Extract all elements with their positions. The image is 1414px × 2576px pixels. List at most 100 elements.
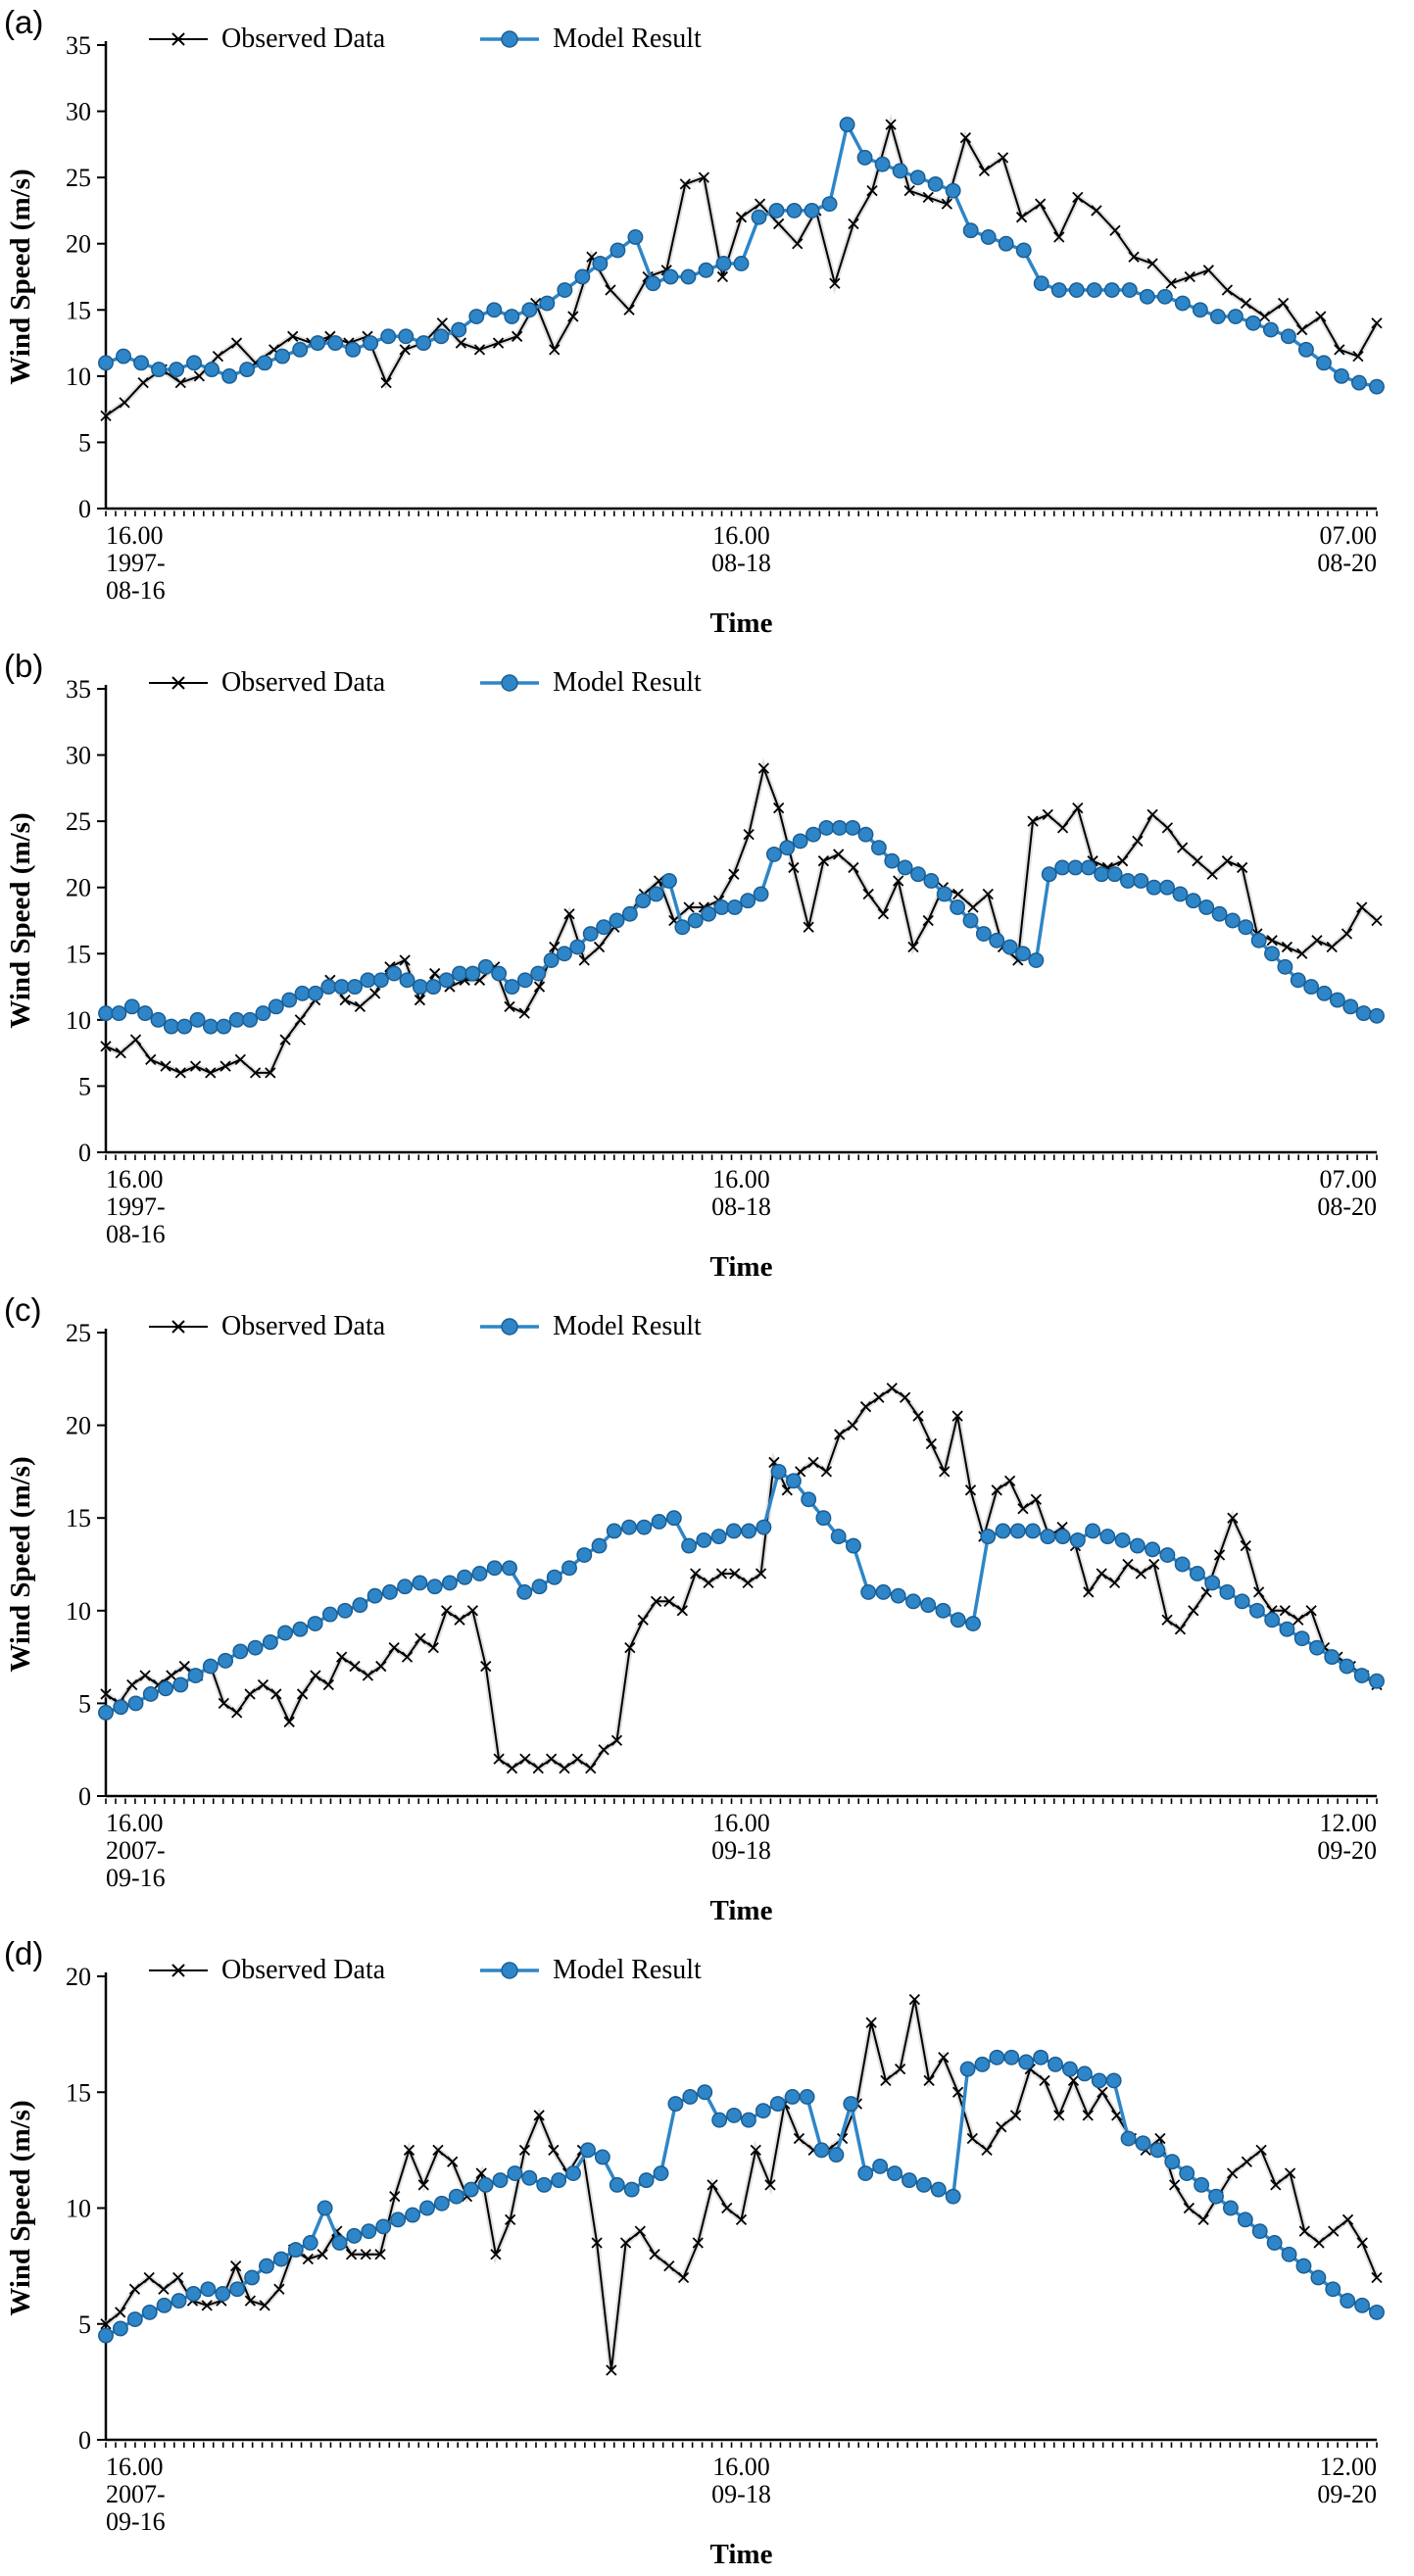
svg-text:2007-: 2007-	[106, 2480, 166, 2508]
legend-label-model: Model Result	[553, 667, 702, 698]
panel-d: (d) Observed Data Model Result 0 5 10 15 20 1…	[0, 1931, 1414, 2575]
svg-text:10: 10	[66, 1006, 91, 1035]
svg-text:08-20: 08-20	[1317, 549, 1377, 577]
svg-text:0: 0	[78, 1782, 91, 1811]
svg-text:Wind Speed (m/s): Wind Speed (m/s)	[5, 169, 36, 384]
svg-text:16.00: 16.00	[712, 2453, 770, 2481]
legend-d: Observed Data Model Result	[147, 1955, 702, 1986]
svg-text:08-18: 08-18	[711, 1192, 771, 1221]
observed-marker-icon	[149, 676, 208, 690]
panel-label-c: (c)	[4, 1291, 42, 1328]
svg-text:30: 30	[66, 742, 91, 770]
legend-item-observed[interactable]: Observed Data	[147, 1311, 385, 1342]
svg-text:1997-: 1997-	[106, 549, 166, 577]
svg-text:20: 20	[66, 1963, 91, 1991]
legend-item-observed[interactable]: Observed Data	[147, 1955, 385, 1986]
legend-label-observed: Observed Data	[221, 1955, 386, 1985]
svg-text:25: 25	[66, 1319, 91, 1347]
legend-label-model: Model Result	[553, 1955, 702, 1985]
observed-marker-icon	[149, 1964, 208, 1977]
legend-item-model[interactable]: Model Result	[478, 24, 702, 55]
svg-text:10: 10	[66, 2195, 91, 2223]
svg-text:35: 35	[66, 31, 91, 60]
svg-text:09-18: 09-18	[711, 1836, 771, 1865]
model-marker-icon	[480, 1962, 540, 1979]
svg-text:2007-: 2007-	[106, 1836, 166, 1865]
svg-text:0: 0	[78, 2426, 91, 2454]
legend-label-observed: Observed Data	[221, 24, 386, 54]
svg-text:5: 5	[78, 428, 91, 457]
panel-label-b: (b)	[4, 648, 44, 684]
model-marker-icon	[480, 674, 540, 692]
svg-text:10: 10	[66, 1597, 91, 1626]
svg-text:20: 20	[66, 230, 91, 259]
svg-text:16.00: 16.00	[106, 2453, 164, 2481]
chart-c: 051015202516.002007-09-1616.0009-1812.00…	[5, 1319, 1385, 1926]
svg-text:16.00: 16.00	[106, 521, 164, 550]
observed-marker-icon	[149, 1320, 208, 1334]
panel-label-d: (d)	[4, 1935, 44, 1971]
svg-text:25: 25	[66, 164, 91, 192]
chart-b: 0510152025303516.001997-08-1616.0008-180…	[5, 675, 1385, 1283]
model-marker-icon	[480, 1318, 540, 1336]
model-marker-icon	[480, 30, 540, 48]
svg-text:16.00: 16.00	[712, 1809, 770, 1837]
legend-a: Observed Data Model Result	[147, 24, 702, 55]
svg-text:Time: Time	[710, 2539, 773, 2570]
svg-text:Wind Speed (m/s): Wind Speed (m/s)	[5, 1456, 36, 1672]
svg-text:16.00: 16.00	[106, 1165, 164, 1193]
svg-text:16.00: 16.00	[712, 521, 770, 550]
panel-b: (b) Observed Data Model Result 0 5 10 15 20 2…	[0, 644, 1414, 1288]
svg-text:08-18: 08-18	[711, 549, 771, 577]
legend-item-model[interactable]: Model Result	[478, 1311, 702, 1342]
svg-text:5: 5	[78, 2310, 91, 2339]
svg-text:09-20: 09-20	[1317, 2480, 1377, 2508]
svg-text:Wind Speed (m/s): Wind Speed (m/s)	[5, 2100, 36, 2315]
svg-text:20: 20	[66, 1412, 91, 1440]
svg-text:20: 20	[66, 874, 91, 902]
legend-b: Observed Data Model Result	[147, 667, 702, 699]
svg-text:08-16: 08-16	[106, 576, 166, 605]
svg-text:15: 15	[66, 2078, 91, 2107]
svg-text:35: 35	[66, 675, 91, 704]
svg-text:5: 5	[78, 1689, 91, 1718]
legend-item-observed[interactable]: Observed Data	[147, 24, 385, 55]
svg-text:09-18: 09-18	[711, 2480, 771, 2508]
legend-label-observed: Observed Data	[221, 1311, 386, 1341]
svg-text:09-16: 09-16	[106, 1864, 166, 1892]
chart-a: 0510152025303516.001997-08-1616.0008-180…	[5, 31, 1385, 639]
svg-text:09-16: 09-16	[106, 2507, 166, 2536]
panel-a: (a) Observed Data Model Result 0 5 10 15 20 2…	[0, 0, 1414, 644]
svg-text:07.00: 07.00	[1320, 521, 1378, 550]
panel-c: (c) Observed Data Model Result 0 5 10 15 20 2…	[0, 1288, 1414, 1931]
svg-text:09-20: 09-20	[1317, 1836, 1377, 1865]
svg-text:07.00: 07.00	[1320, 1165, 1378, 1193]
legend-label-model: Model Result	[553, 1311, 702, 1341]
panel-label-a: (a)	[4, 4, 44, 40]
svg-text:Time: Time	[710, 608, 773, 639]
svg-text:08-20: 08-20	[1317, 1192, 1377, 1221]
svg-text:25: 25	[66, 807, 91, 836]
legend-item-model[interactable]: Model Result	[478, 667, 702, 699]
svg-text:08-16: 08-16	[106, 1220, 166, 1248]
legend-item-observed[interactable]: Observed Data	[147, 667, 385, 699]
svg-text:15: 15	[66, 1504, 91, 1532]
legend-label-model: Model Result	[553, 24, 702, 54]
legend-item-model[interactable]: Model Result	[478, 1955, 702, 1986]
svg-text:12.00: 12.00	[1320, 1809, 1378, 1837]
legend-label-observed: Observed Data	[221, 667, 386, 698]
svg-text:15: 15	[66, 296, 91, 324]
svg-text:0: 0	[78, 1139, 91, 1167]
svg-text:10: 10	[66, 363, 91, 391]
chart-d: 0510152016.002007-09-1616.0009-1812.0009…	[5, 1963, 1385, 2570]
observed-marker-icon	[149, 32, 208, 46]
svg-text:12.00: 12.00	[1320, 2453, 1378, 2481]
svg-text:16.00: 16.00	[712, 1165, 770, 1193]
svg-text:Time: Time	[710, 1895, 773, 1926]
svg-text:30: 30	[66, 98, 91, 126]
svg-text:16.00: 16.00	[106, 1809, 164, 1837]
legend-c: Observed Data Model Result	[147, 1311, 702, 1342]
svg-text:15: 15	[66, 940, 91, 968]
svg-text:Wind Speed (m/s): Wind Speed (m/s)	[5, 812, 36, 1028]
